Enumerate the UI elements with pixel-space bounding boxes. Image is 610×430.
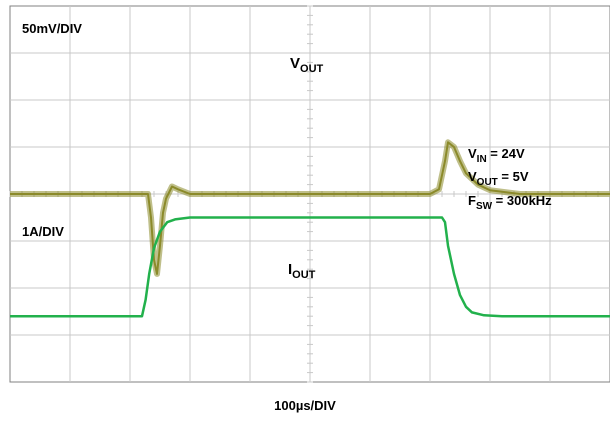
traces [10, 139, 610, 318]
iout-scale-label: 1A/DIV [22, 224, 64, 239]
iout-trace-label-sub: OUT [292, 269, 316, 281]
condition-vout: VOUT = 5V [468, 169, 529, 188]
condition-fsw-sub: SW [476, 201, 493, 212]
vout-trace-label: VOUT [290, 55, 324, 75]
condition-fsw-main: F [468, 193, 476, 208]
condition-vin-rest: = 24V [487, 146, 525, 161]
vout-trace [10, 141, 610, 275]
oscilloscope-plot: 50mV/DIV 1A/DIV VOUT IOUT VIN = 24V VOUT… [9, 5, 610, 383]
condition-vin-sub: IN [477, 154, 487, 165]
iout-trace [10, 216, 610, 318]
condition-vout-main: V [468, 169, 477, 184]
x-axis-label: 100µs/DIV [274, 398, 336, 413]
condition-fsw: FSW = 300kHz [468, 193, 552, 212]
iout-trace-label-main: I [288, 261, 292, 278]
iout-trace-label: IOUT [288, 261, 316, 281]
condition-vin-main: V [468, 146, 477, 161]
conditions-box: VIN = 24V VOUT = 5V FSW = 300kHz [468, 146, 552, 212]
vout-trace-label-sub: OUT [300, 63, 324, 75]
condition-vout-rest: = 5V [498, 169, 529, 184]
condition-vout-sub: OUT [477, 177, 498, 188]
condition-vin: VIN = 24V [468, 146, 525, 165]
vout-scale-label: 50mV/DIV [22, 21, 82, 36]
vout-trace-label-main: V [290, 55, 300, 72]
condition-fsw-rest: = 300kHz [492, 193, 552, 208]
